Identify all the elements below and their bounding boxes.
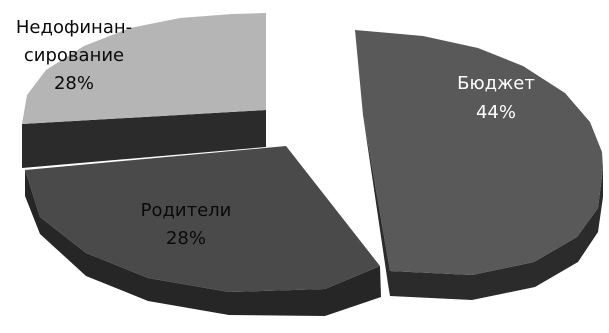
slice-percent-parents: 28%	[166, 228, 206, 249]
slice-percent-budget: 44%	[476, 102, 516, 123]
slice-label-underfinancing-line2: сирование	[24, 45, 124, 66]
slice-budget-top	[355, 30, 603, 275]
slice-label-budget: Бюджет	[457, 73, 535, 94]
slice-label-parents: Родители	[141, 200, 232, 221]
slice-percent-underfinancing: 28%	[54, 73, 94, 94]
slice-budget	[355, 30, 603, 300]
slice-label-underfinancing-line1: Недофинан-	[16, 17, 132, 38]
